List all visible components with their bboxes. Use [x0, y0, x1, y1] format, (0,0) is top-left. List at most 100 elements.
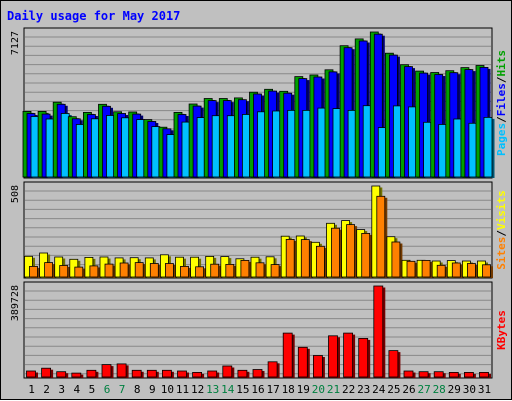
y-max-label-kbytes: 389728 — [10, 285, 21, 321]
bar-sites-day-31 — [482, 264, 491, 278]
bar-sites-day-8 — [134, 262, 144, 278]
bar-kbytes-day-21 — [328, 335, 338, 378]
x-tick-label-day-19: 19 — [297, 383, 310, 396]
x-tick-label-day-18: 18 — [282, 383, 295, 396]
bar-kbytes-day-24 — [373, 285, 384, 378]
y-max-label-hits-files-pages: 7127 — [10, 31, 21, 55]
bar-sites-day-27 — [421, 259, 431, 278]
legend-text: Sites — [495, 237, 508, 270]
bar-sites-day-7 — [119, 262, 129, 278]
legend-text: / — [495, 230, 508, 237]
x-tick-label-day-23: 23 — [357, 383, 370, 396]
x-tick-label-day-31: 31 — [478, 383, 491, 396]
bar-kbytes-day-27 — [418, 371, 429, 378]
x-tick-label-day-29: 29 — [448, 383, 461, 396]
bar-sites-day-12 — [195, 266, 205, 278]
bar-sites-day-25 — [391, 241, 401, 278]
bar-pages-day-31 — [483, 117, 493, 178]
legend-text: KBytes — [495, 310, 508, 350]
bar-kbytes-day-19 — [297, 346, 308, 378]
x-tick-label-day-16: 16 — [251, 383, 264, 396]
bar-kbytes-day-2 — [41, 367, 51, 378]
legend-visits-sites: Sites/Visits — [495, 190, 508, 270]
bar-kbytes-day-15 — [237, 369, 248, 378]
bar-sites-day-13 — [210, 263, 220, 278]
x-tick-label-day-15: 15 — [236, 383, 249, 396]
x-tick-label-day-2: 2 — [43, 383, 50, 396]
bar-sites-day-15 — [240, 259, 250, 278]
x-tick-label-day-8: 8 — [134, 383, 141, 396]
bar-kbytes-day-4 — [71, 372, 82, 378]
panel-kbytes-area — [23, 281, 493, 379]
x-tick-label-day-24: 24 — [372, 383, 386, 396]
legend-text: / — [495, 116, 508, 123]
bar-kbytes-day-6 — [101, 364, 112, 378]
bar-kbytes-day-14 — [222, 365, 233, 378]
bar-sites-day-5 — [89, 265, 99, 278]
x-tick-label-day-25: 25 — [387, 383, 400, 396]
bar-kbytes-day-30 — [463, 371, 474, 378]
x-tick-label-day-17: 17 — [266, 383, 279, 396]
bar-kbytes-day-11 — [177, 370, 187, 378]
legend-text: Pages — [495, 123, 508, 156]
bar-sites-day-1 — [29, 265, 38, 278]
x-tick-label-day-21: 21 — [327, 383, 340, 396]
bar-sites-day-24 — [376, 195, 386, 278]
x-tick-label-day-26: 26 — [402, 383, 415, 396]
x-tick-label-day-13: 13 — [206, 383, 219, 396]
x-tick-label-day-3: 3 — [58, 383, 65, 396]
bar-sites-day-21 — [331, 227, 340, 278]
x-tick-label-day-20: 20 — [312, 383, 325, 396]
x-tick-label-day-7: 7 — [119, 383, 126, 396]
bar-sites-day-28 — [436, 264, 446, 278]
x-tick-label-day-14: 14 — [221, 383, 235, 396]
bar-kbytes-day-20 — [312, 355, 323, 378]
bar-sites-day-11 — [180, 265, 189, 278]
bar-kbytes-day-10 — [161, 369, 172, 378]
bar-kbytes-day-1 — [26, 370, 36, 378]
x-tick-label-day-1: 1 — [28, 383, 35, 396]
bar-kbytes-day-18 — [282, 332, 293, 378]
bar-sites-day-2 — [44, 262, 53, 278]
bar-sites-day-26 — [406, 260, 416, 278]
bar-sites-day-4 — [74, 266, 84, 278]
x-tick-label-day-11: 11 — [176, 383, 189, 396]
bar-kbytes-day-31 — [479, 371, 489, 378]
bar-kbytes-day-23 — [358, 337, 369, 378]
x-tick-label-day-5: 5 — [89, 383, 96, 396]
legend-kbytes: KBytes — [495, 310, 508, 350]
chart-title: Daily usage for May 2017 — [7, 9, 180, 23]
x-tick-label-day-22: 22 — [342, 383, 355, 396]
bar-kbytes-day-3 — [56, 371, 67, 378]
bar-kbytes-day-5 — [86, 369, 97, 378]
bar-kbytes-day-7 — [116, 363, 127, 378]
bar-sites-day-17 — [270, 264, 280, 278]
legend-text: Hits — [495, 50, 508, 77]
x-tick-label-day-6: 6 — [104, 383, 111, 396]
legend-text: Files — [495, 83, 508, 116]
bar-kbytes-day-28 — [433, 371, 444, 378]
x-tick-label-day-10: 10 — [161, 383, 174, 396]
y-max-label-visits-sites: 508 — [10, 185, 21, 203]
bar-kbytes-day-13 — [207, 370, 218, 378]
bar-kbytes-day-8 — [131, 369, 142, 378]
bar-kbytes-day-25 — [388, 350, 399, 378]
bar-sites-day-23 — [361, 232, 371, 278]
bar-sites-day-22 — [346, 224, 356, 278]
legend-text: / — [495, 76, 508, 83]
bar-kbytes-day-26 — [403, 370, 414, 378]
bar-sites-day-3 — [59, 265, 69, 278]
bar-kbytes-day-17 — [267, 361, 278, 378]
bar-sites-day-16 — [255, 262, 265, 278]
bar-sites-day-30 — [466, 263, 476, 278]
x-tick-label-day-28: 28 — [433, 383, 446, 396]
bar-sites-day-10 — [164, 263, 174, 278]
bar-kbytes-day-16 — [252, 369, 263, 378]
x-tick-label-day-12: 12 — [191, 383, 204, 396]
bar-kbytes-day-29 — [448, 371, 459, 378]
x-tick-label-day-4: 4 — [73, 383, 80, 396]
bar-sites-day-14 — [225, 263, 235, 278]
x-tick-label-day-27: 27 — [417, 383, 430, 396]
